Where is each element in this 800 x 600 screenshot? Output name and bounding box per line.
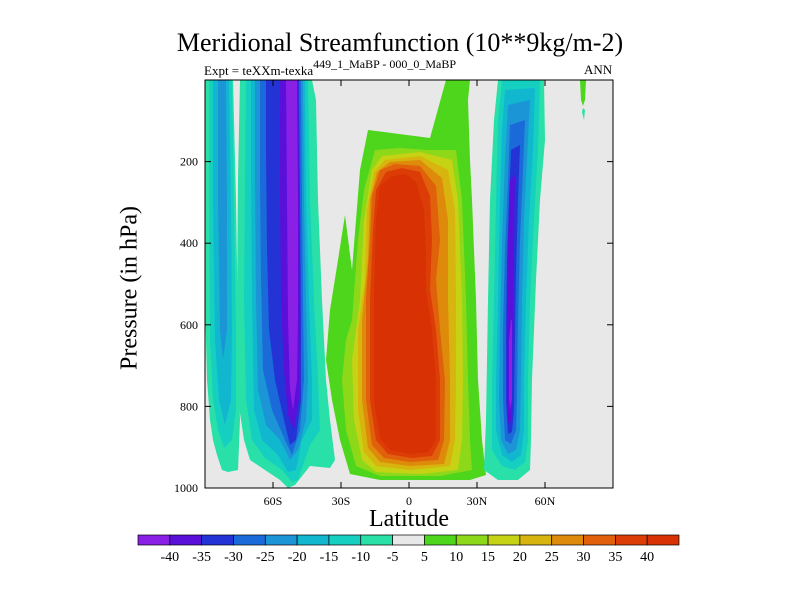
colorbar-label: -25 [256,550,275,565]
colorbar-swatch [551,534,584,546]
colorbar-label: -20 [288,550,307,565]
colorbar-swatch [169,534,202,546]
sh-polar-cell [205,80,240,472]
colorbar-swatch [137,534,171,546]
experiment-name: Expt = teXXm-texka [204,63,314,78]
axis-ticks: 60S 30S 0 30N 60N 200 400 600 800 1000 [174,80,613,508]
colorbar-label: -30 [224,550,243,565]
sh-polar-contour-minus20 [218,80,227,360]
colorbar-label: 30 [577,550,591,565]
nh-ferrel-contour-minus40 [509,320,512,410]
y-tick-label: 1000 [174,481,198,495]
colorbar-label: 10 [449,550,463,565]
colorbar-label: 25 [545,550,559,565]
sh-ferrel-cell [237,80,335,488]
x-tick-label: 60S [264,494,283,508]
colorbar-label: 40 [640,550,654,565]
nh-polar-feature-minus5 [582,108,585,120]
colorbar-swatch [455,534,489,546]
colorbar-swatch [360,534,393,546]
colorbar-swatch [233,534,266,546]
sh-ferrel-contour-minus40 [286,80,298,410]
hadley-cell [326,80,486,480]
colorbar-label: 15 [481,550,495,565]
y-tick-label: 200 [180,155,198,169]
colorbar-swatch [296,534,330,546]
y-tick-label: 400 [180,236,198,250]
colorbar-label: -15 [320,550,339,565]
colorbar-label: -40 [160,550,179,565]
y-tick-label: 600 [180,318,198,332]
x-tick-label: 30S [332,494,351,508]
colorbar: -40 -35 -30 -25 -20 -15 -10 -5 5 10 15 20 25 30 35 40 [137,534,680,565]
colorbar-swatch [201,534,234,546]
colorbar-label: -35 [192,550,211,565]
nh-polar-feature [580,80,586,106]
colorbar-label: 20 [513,550,527,565]
hadley-contour-40 [374,174,436,454]
colorbar-swatch [487,534,521,546]
colorbar-swatch [646,534,680,546]
experiment-label: Expt = teXXm-texka449_1_MaBP - 000_0_MaB… [204,57,456,79]
colorbar-swatch [264,534,298,546]
x-tick-label: 0 [406,494,412,508]
chart-title: Meridional Streamfunction (10**9kg/m-2) [176,28,624,57]
colorbar-label: -10 [351,550,370,565]
colorbar-swatch [615,534,648,546]
colorbar-label: -5 [387,550,399,565]
y-tick-label: 800 [180,399,198,413]
x-axis-label: Latitude [369,506,449,532]
x-tick-label: 30N [467,494,488,508]
experiment-period: 449_1_MaBP - 000_0_MaBP [313,57,457,71]
x-tick-label: 60N [535,494,556,508]
colorbar-swatch [519,534,553,546]
colorbar-swatch [424,534,457,546]
colorbar-swatch [328,534,362,546]
colorbar-label: 5 [421,550,428,565]
season-label: ANN [584,62,613,77]
nh-ferrel-cell [484,80,545,480]
colorbar-swatch [392,534,425,546]
colorbar-label: 35 [608,550,622,565]
colorbar-swatch [583,534,616,546]
